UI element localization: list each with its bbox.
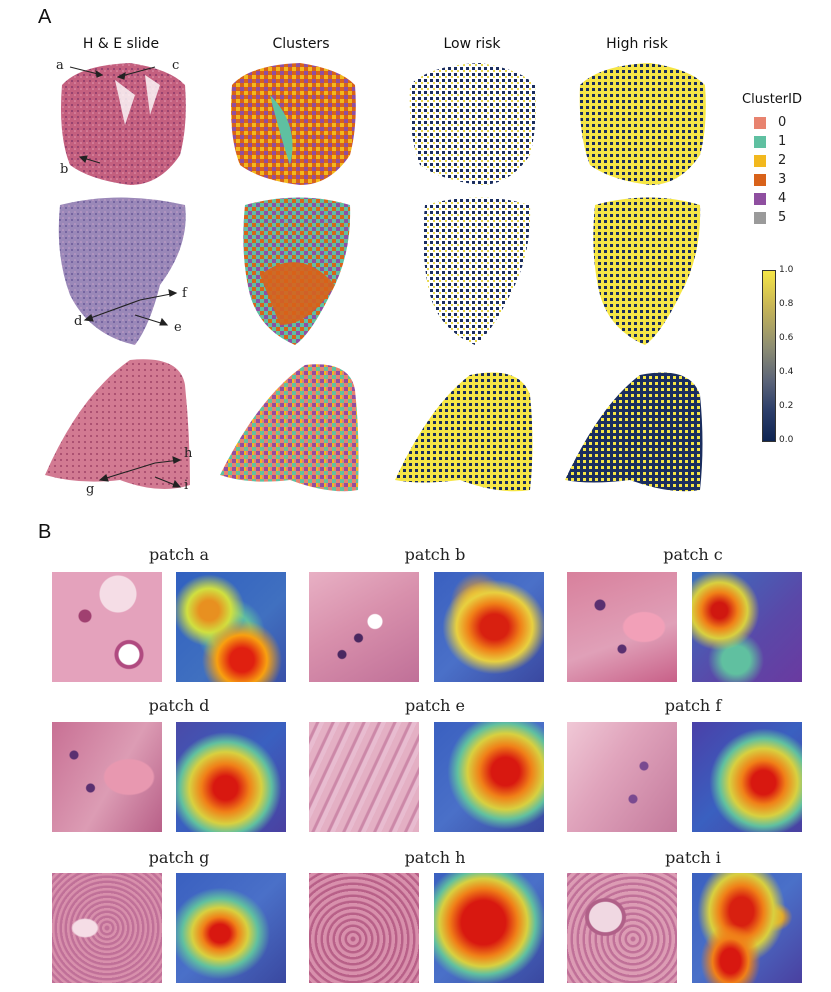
legend-item: 0 xyxy=(754,113,802,132)
patch-title-c: patch c xyxy=(663,545,723,564)
patch-c-he-image xyxy=(567,572,677,682)
legend-title: ClusterID xyxy=(742,92,802,107)
colorbar-tick: 0.2 xyxy=(779,401,794,411)
colorbar-tick: 0.4 xyxy=(779,367,794,377)
legend-item: 3 xyxy=(754,170,802,189)
patch-title-i: patch i xyxy=(665,848,721,867)
legend-label: 4 xyxy=(778,191,787,206)
panel-b-letter: B xyxy=(38,521,52,543)
legend-item: 4 xyxy=(754,189,802,208)
patch-a-heatmap xyxy=(176,572,286,682)
patch-g-heatmap xyxy=(176,873,286,983)
arrow-label-b: b xyxy=(60,162,69,177)
legend-item: 5 xyxy=(754,208,802,227)
patch-title-a: patch a xyxy=(148,545,210,564)
legend-label: 5 xyxy=(778,210,787,225)
colorbar-tick: 0.6 xyxy=(779,333,794,343)
patch-title-g: patch g xyxy=(148,848,210,867)
patch-d-heatmap xyxy=(176,722,286,832)
high-risk-1 xyxy=(579,63,706,185)
arrow-label-h: h xyxy=(184,446,193,461)
legend-label: 1 xyxy=(778,134,787,149)
column-title-he-slide: H & E slide xyxy=(82,36,160,52)
patch-d-he-image xyxy=(52,722,162,832)
colorbar-tick: 0.0 xyxy=(779,435,794,445)
high-risk-2 xyxy=(593,197,701,345)
clusters-3 xyxy=(220,364,359,492)
patch-title-d: patch d xyxy=(148,696,210,715)
patch-b-heatmap xyxy=(434,572,544,682)
patch-title-f: patch f xyxy=(664,696,722,715)
legend-item: 2 xyxy=(754,151,802,170)
arrow-label-e: e xyxy=(174,320,182,335)
legend-label: 3 xyxy=(778,172,787,187)
arrow-label-c: c xyxy=(172,58,180,73)
patch-f-heatmap xyxy=(692,722,802,832)
patch-title-e: patch e xyxy=(404,696,466,715)
panel-a-figure xyxy=(45,63,706,492)
clusters-1 xyxy=(231,63,356,185)
patch-e-he-image xyxy=(309,722,419,832)
he-slide-2 xyxy=(58,197,186,345)
patch-h-heatmap xyxy=(434,873,544,983)
arrow-label-i: i xyxy=(184,478,189,493)
colorbar xyxy=(762,270,776,442)
patch-c-heatmap xyxy=(692,572,802,682)
legend-label: 0 xyxy=(778,115,787,130)
low-risk-1 xyxy=(409,63,536,185)
column-title-high-risk: High risk xyxy=(606,36,668,52)
arrow-label-f: f xyxy=(182,286,187,301)
patch-title-h: patch h xyxy=(404,848,466,867)
low-risk-3 xyxy=(395,372,533,492)
arrow-label-d: d xyxy=(74,314,83,329)
arrow-label-g: g xyxy=(86,482,95,497)
legend-item: 1 xyxy=(754,132,802,151)
patch-i-he-image xyxy=(567,873,677,983)
colorbar-tick: 0.8 xyxy=(779,299,794,309)
column-title-low-risk: Low risk xyxy=(443,36,501,52)
patch-e-heatmap xyxy=(434,722,544,832)
patch-i-heatmap xyxy=(692,873,802,983)
colorbar-tick: 1.0 xyxy=(779,265,794,275)
patch-h-he-image xyxy=(309,873,419,983)
low-risk-2 xyxy=(423,197,531,345)
patch-g-he-image xyxy=(52,873,162,983)
arrow-label-a: a xyxy=(56,58,64,73)
he-slide-1 xyxy=(61,63,186,185)
legend-label: 2 xyxy=(778,153,787,168)
patch-title-b: patch b xyxy=(404,545,466,564)
panel-a-letter: A xyxy=(38,6,52,28)
cluster-legend: ClusterID 0 1 2 3 4 5 xyxy=(742,92,802,227)
patch-b-he-image xyxy=(309,572,419,682)
he-slide-3 xyxy=(45,359,190,489)
column-title-clusters: Clusters xyxy=(272,36,330,52)
patch-a-he-image xyxy=(52,572,162,682)
patch-f-he-image xyxy=(567,722,677,832)
high-risk-3 xyxy=(565,372,703,492)
